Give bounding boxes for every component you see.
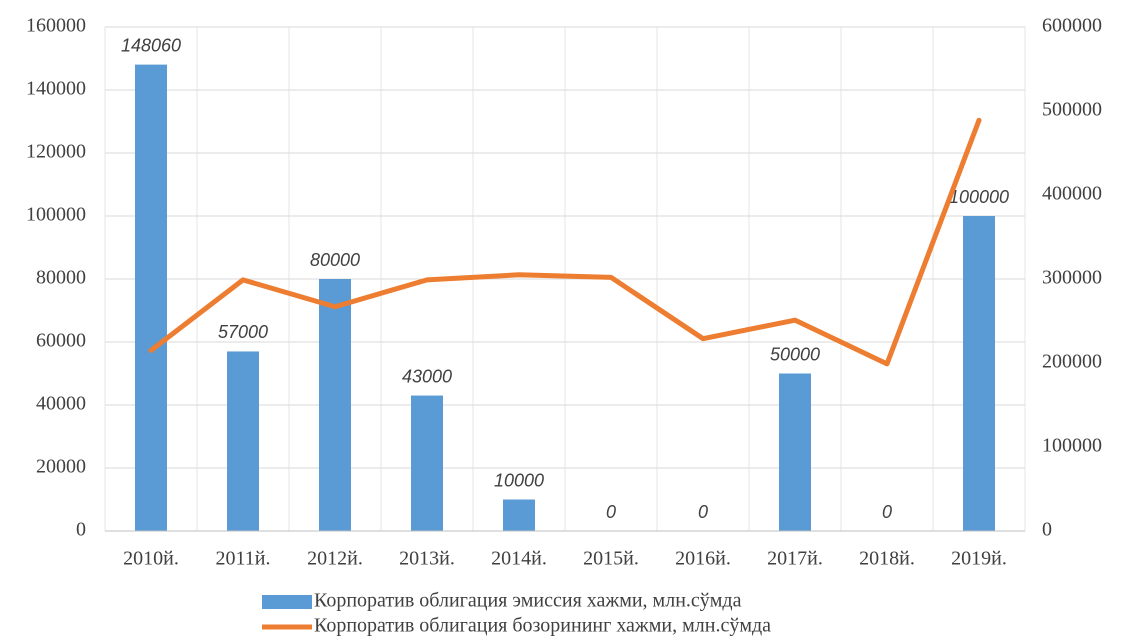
- bar: [319, 279, 351, 531]
- x-tick-label: 2013й.: [399, 548, 455, 570]
- x-tick-label: 2017й.: [767, 548, 823, 570]
- x-tick-label: 2011й.: [216, 548, 271, 570]
- legend-swatch: [262, 595, 312, 609]
- y2-tick-label: 400000: [1042, 183, 1102, 205]
- y-tick-label: 140000: [26, 78, 86, 100]
- y2-tick-label: 500000: [1042, 99, 1102, 121]
- legend-label: Корпоратив облигация эмиссия хажми, млн.…: [314, 590, 742, 612]
- data-label: 100000: [949, 187, 1009, 207]
- x-tick-label: 2015й.: [583, 548, 639, 570]
- line: [148, 117, 982, 367]
- bar: [779, 373, 811, 531]
- bar: [135, 64, 167, 532]
- y-tick-label: 100000: [26, 204, 86, 226]
- data-label: 148060: [121, 35, 181, 55]
- y-tick-label: 0: [76, 519, 86, 541]
- bar: [503, 499, 535, 531]
- y-tick-label: 80000: [36, 267, 86, 289]
- y2-tick-label: 0: [1042, 519, 1052, 541]
- data-label: 0: [882, 502, 892, 522]
- y-tick-label: 40000: [36, 393, 86, 415]
- bar: [411, 395, 443, 531]
- data-label: 43000: [402, 366, 452, 386]
- legend-label: Корпоратив облигация бозорининг хажми, м…: [314, 615, 771, 637]
- data-label: 80000: [310, 250, 360, 270]
- data-label: 10000: [494, 470, 544, 490]
- y-tick-label: 60000: [36, 330, 86, 352]
- y-tick-label: 160000: [26, 15, 86, 37]
- x-tick-label: 2019й.: [951, 548, 1007, 570]
- x-tick-label: 2014й.: [491, 548, 547, 570]
- x-tick-label: 2016й.: [675, 548, 731, 570]
- y-tick-label: 120000: [26, 141, 86, 163]
- data-label: 0: [606, 502, 616, 522]
- y2-tick-label: 200000: [1042, 351, 1102, 373]
- bar: [227, 351, 259, 531]
- y2-tick-label: 300000: [1042, 267, 1102, 289]
- data-label: 57000: [218, 322, 268, 342]
- x-tick-label: 2012й.: [307, 548, 363, 570]
- bar: [963, 216, 995, 531]
- y-tick-label: 20000: [36, 456, 86, 478]
- x-tick-label: 2018й.: [859, 548, 915, 570]
- data-label: 50000: [770, 344, 820, 364]
- data-label: 0: [698, 502, 708, 522]
- y2-tick-label: 100000: [1042, 435, 1102, 457]
- x-tick-label: 2010й.: [123, 548, 179, 570]
- y2-tick-label: 600000: [1042, 15, 1102, 37]
